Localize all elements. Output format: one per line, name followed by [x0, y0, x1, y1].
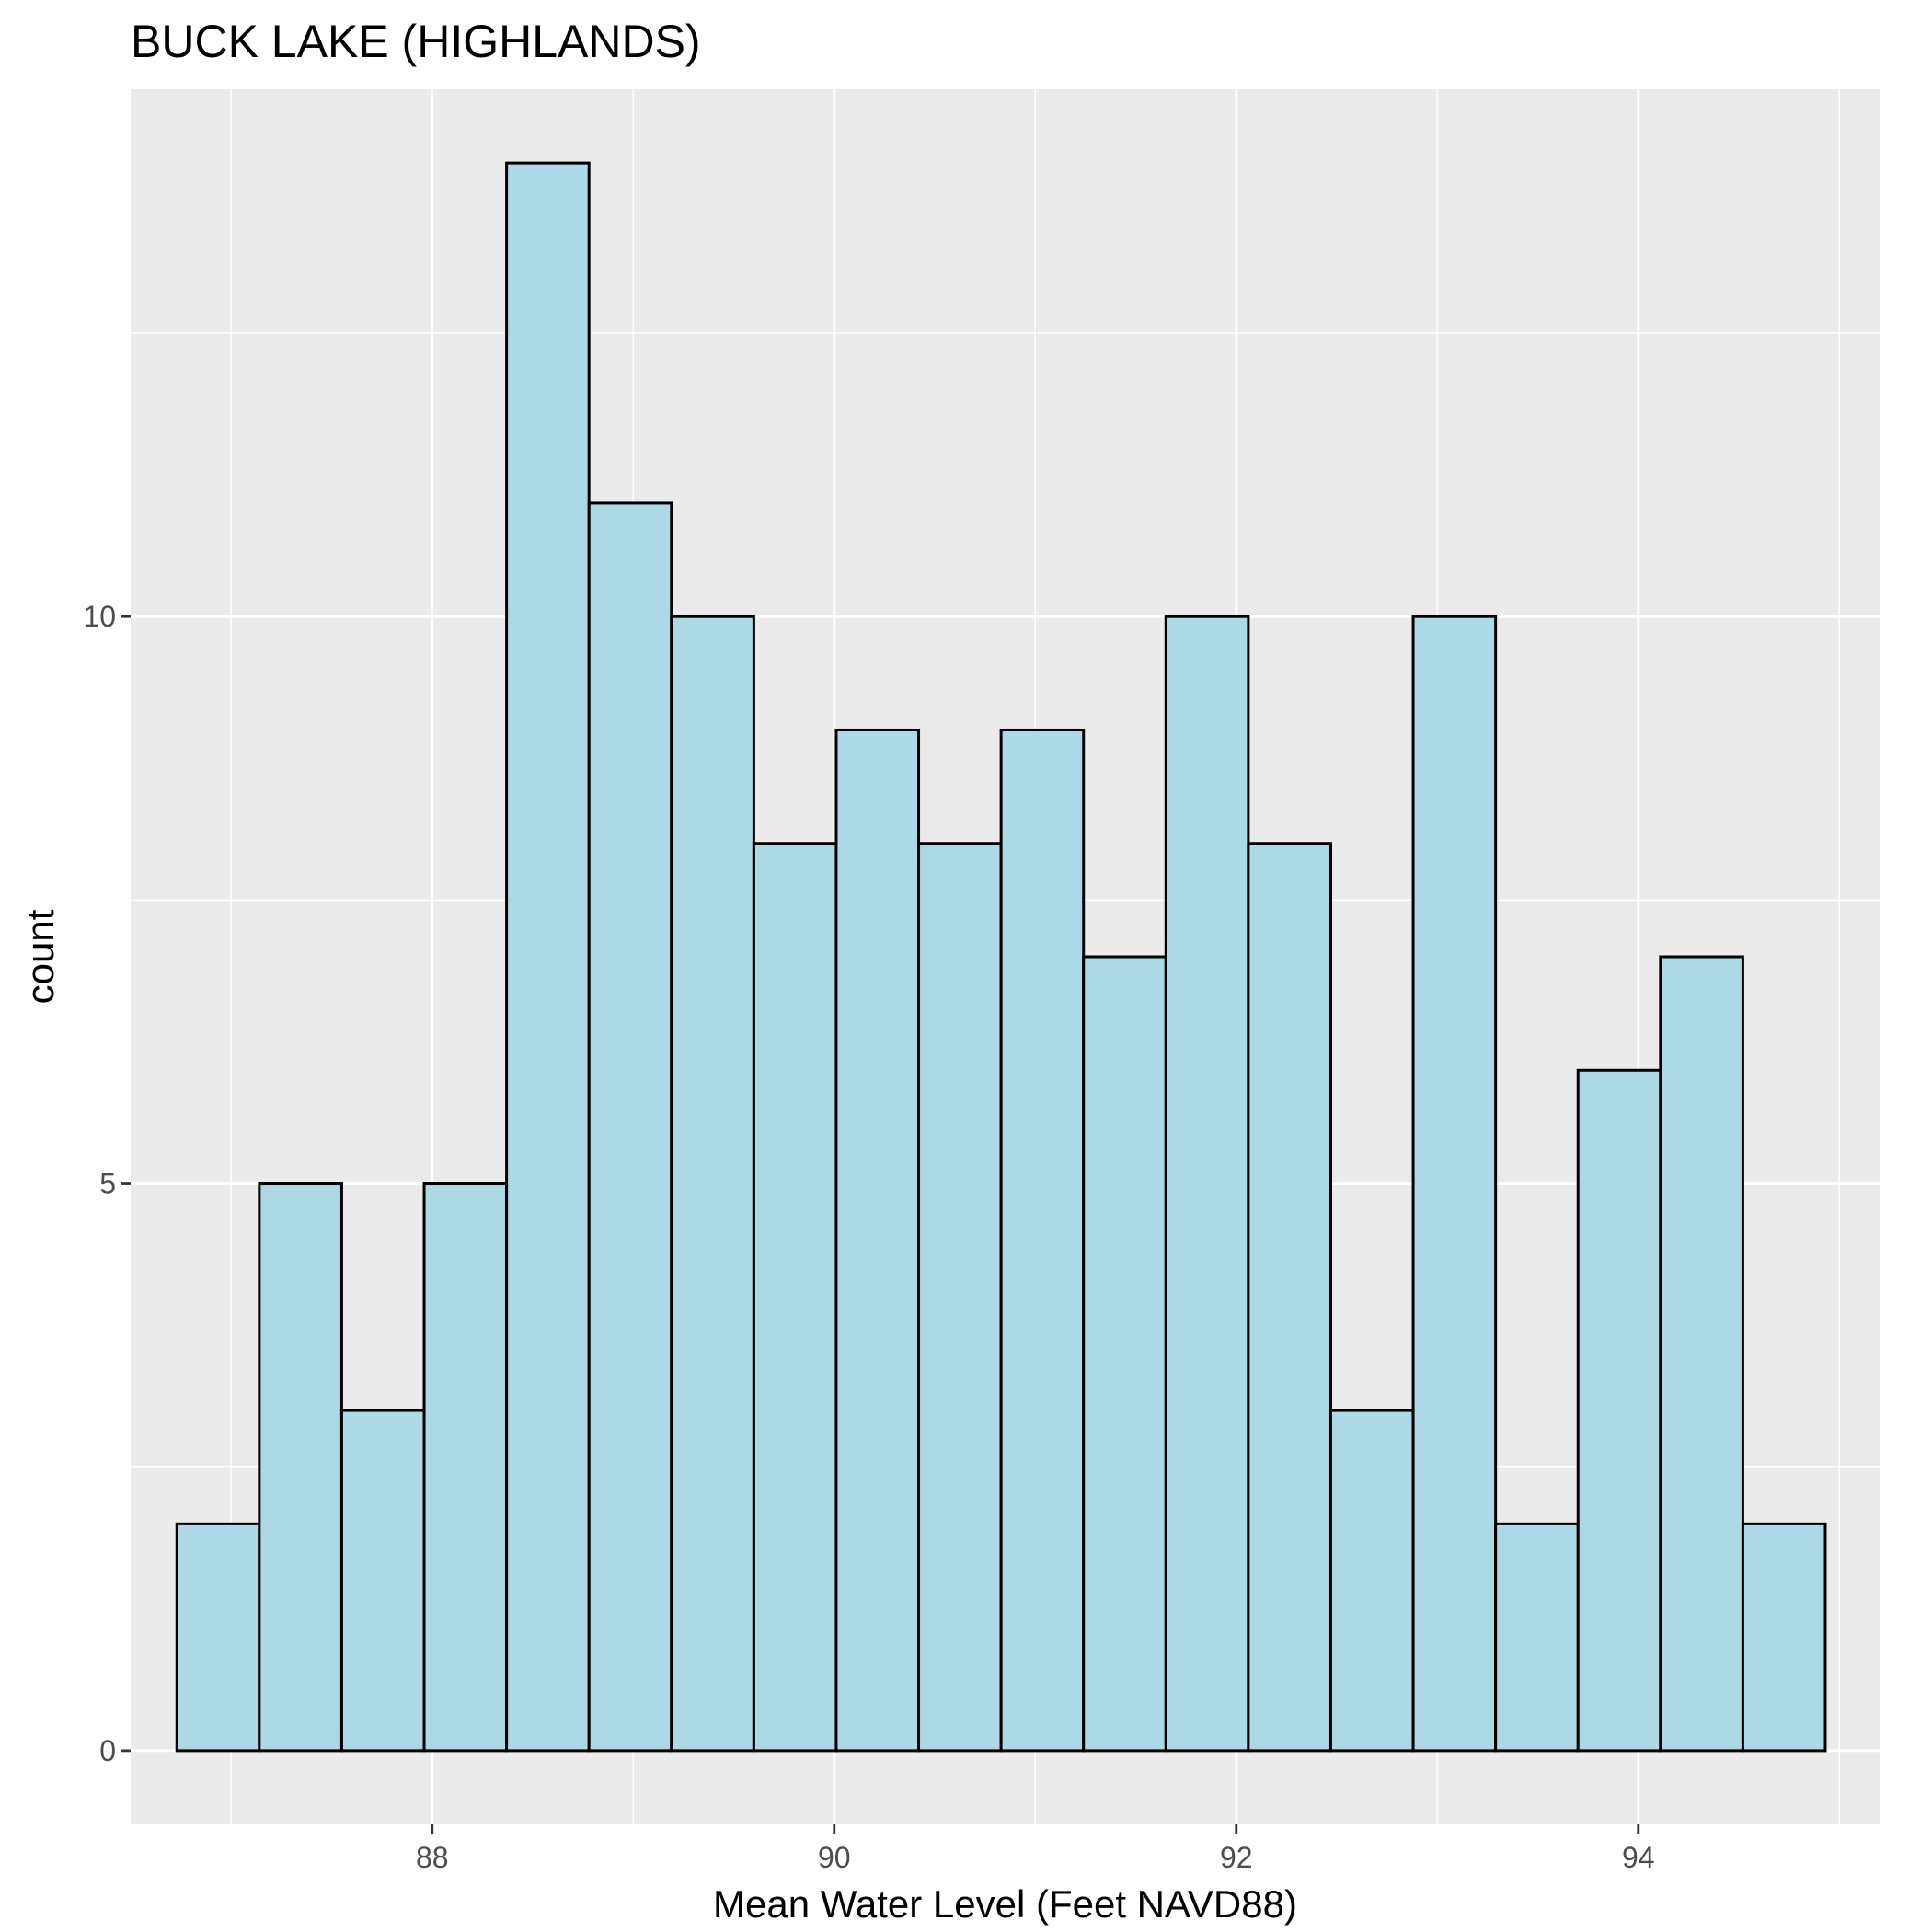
histogram-bar: [1494, 1522, 1580, 1753]
y-tick-label: 0: [99, 1734, 116, 1767]
y-tick-label: 10: [83, 600, 116, 633]
histogram-bar: [258, 1182, 343, 1753]
x-axis: 88 90 92 94: [416, 1824, 1655, 1874]
histogram-bar: [1247, 842, 1332, 1753]
histogram-bar: [999, 728, 1086, 1753]
histogram-bar: [670, 615, 755, 1753]
x-tick-label: 94: [1622, 1841, 1655, 1874]
x-tick-label: 92: [1220, 1841, 1253, 1874]
histogram-bar: [834, 728, 921, 1753]
histogram-bar: [752, 842, 838, 1753]
histogram-bar: [1576, 1068, 1662, 1753]
histogram-bar: [422, 1182, 509, 1753]
histogram-bars: [175, 161, 1827, 1753]
x-axis-label: Mean Water Level (Feet NAVD88): [713, 1882, 1297, 1926]
histogram-bar: [339, 1409, 426, 1753]
histogram-bar: [1164, 615, 1250, 1753]
histogram-bar: [917, 842, 1003, 1753]
y-axis: 0 5 10: [83, 600, 131, 1767]
histogram-bar: [1411, 615, 1498, 1753]
histogram-bar: [1082, 955, 1167, 1753]
x-tick-label: 90: [818, 1841, 851, 1874]
histogram-bar: [1659, 955, 1744, 1753]
y-tick-label: 5: [99, 1167, 116, 1201]
histogram-bar: [175, 1522, 261, 1753]
histogram-bar: [1328, 1409, 1415, 1753]
y-axis-label: count: [18, 909, 62, 1004]
histogram-bar: [1741, 1522, 1827, 1753]
histogram-bar: [587, 501, 673, 1753]
x-tick-label: 88: [416, 1841, 449, 1874]
chart-title: BUCK LAKE (HIGHLANDS): [131, 16, 701, 67]
histogram-bar: [505, 161, 591, 1753]
